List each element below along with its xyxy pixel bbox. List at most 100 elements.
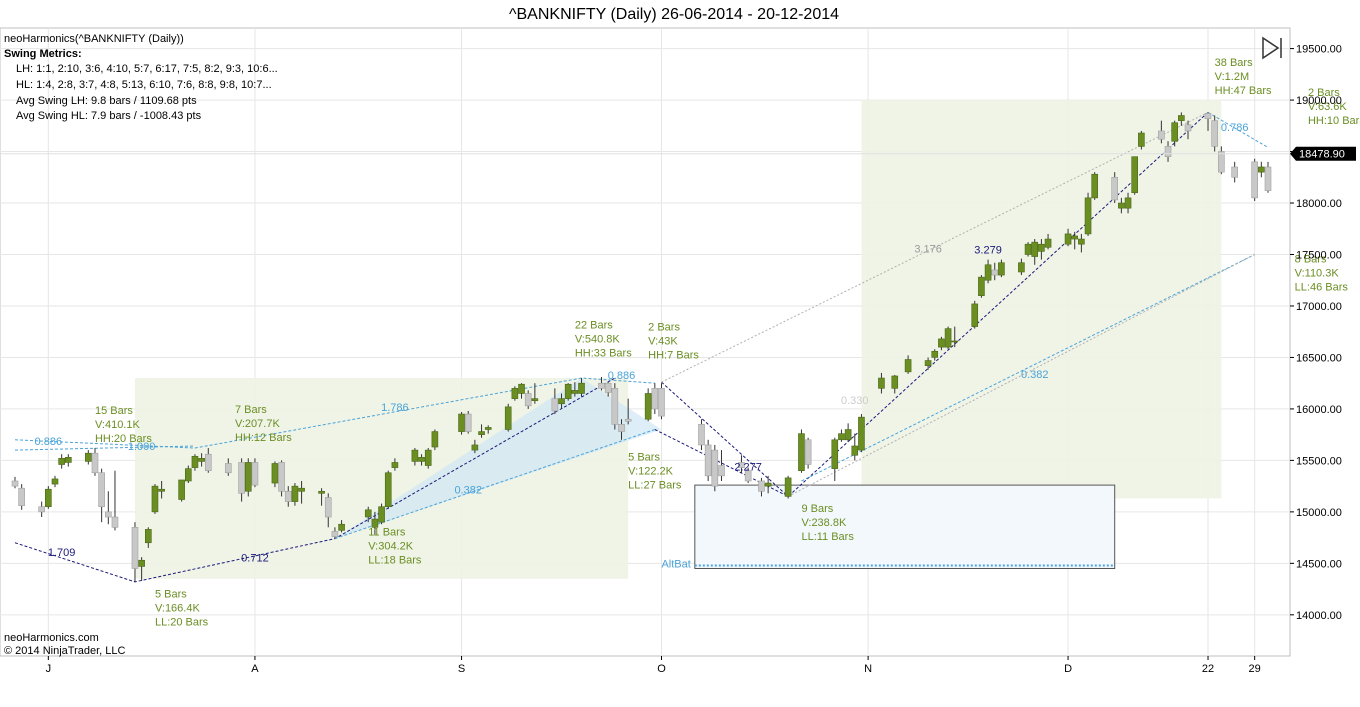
candle-body [978, 276, 985, 296]
swing-annotation-line: LL:20 Bars [155, 616, 209, 628]
altbat-box [694, 484, 1116, 569]
y-tick-label: 17500.00 [1296, 249, 1342, 261]
info-panel: neoHarmonics(^BANKNIFTY (Daily)) Swing M… [4, 33, 278, 122]
footer-site: neoHarmonics.com [4, 632, 99, 644]
info-header: neoHarmonics(^BANKNIFTY (Daily)) [4, 33, 184, 45]
candle-body [1071, 235, 1079, 240]
candle-body [971, 303, 979, 327]
swing-line-main [661, 381, 789, 497]
play-end-icon[interactable] [1262, 36, 1282, 60]
candle-body [618, 424, 625, 432]
candle-body [484, 427, 492, 430]
info-line-hl: HL: 1:4, 2:8, 3:7, 4:8, 5:13, 6:10, 7:6,… [16, 79, 272, 91]
candle-body [1258, 166, 1265, 173]
candle-body [651, 388, 659, 410]
candle-body [291, 485, 299, 502]
candle-body [878, 377, 885, 389]
swing-annotation-line: V:110.3K [1295, 268, 1340, 280]
x-tick-label: N [864, 663, 872, 675]
candle-body [178, 479, 185, 500]
swing-annotation-line: HH:12 Bars [235, 432, 292, 444]
candle-body [744, 470, 752, 482]
swing-annotation-line: V:122.2K [628, 465, 674, 477]
pattern-fill-triangle [334, 378, 662, 539]
candle-body [1158, 130, 1165, 140]
candle-body [551, 398, 559, 412]
candle-body [105, 511, 112, 518]
candle-body [378, 506, 385, 523]
swing-line-grey [787, 254, 1255, 497]
candle-body [478, 431, 485, 435]
swing-annotation-line: LL:27 Bars [628, 479, 682, 491]
candle-body [831, 439, 839, 469]
swing-line-grey [661, 111, 1209, 383]
candle-body [298, 487, 305, 492]
ratio-label: 0.382 [1021, 369, 1049, 381]
swing-line-blue [1207, 111, 1269, 148]
ratio-label: 0.886 [608, 370, 636, 382]
candle-body [1124, 197, 1132, 209]
swing-annotation-line: 22 Bars [575, 320, 613, 332]
candle-body [998, 262, 1005, 276]
swing-lines [14, 111, 1269, 583]
swing-annotation-line: 2 Bars [1308, 87, 1340, 99]
candle-body [858, 416, 865, 451]
candle-body [1211, 120, 1218, 147]
swing-annotation-line: 8 Bars [1295, 254, 1327, 266]
swing-annotation-line: LL:46 Bars [1295, 282, 1349, 294]
candle-body [1018, 262, 1025, 273]
swing-annotation-line: HH:33 Bars [575, 348, 632, 360]
y-tick-label: 19500.00 [1296, 44, 1342, 56]
candle-body [624, 418, 632, 422]
candle-body [991, 269, 999, 276]
x-tick-label: 29 [1249, 663, 1261, 675]
candle-body [198, 458, 205, 462]
y-tick-label: 16000.00 [1296, 404, 1342, 416]
swing-annotation-line: V:410.1K [95, 419, 141, 431]
candle-body [944, 328, 952, 348]
swing-annotation-line: LL:18 Bars [368, 555, 422, 567]
candle-body [338, 523, 345, 531]
swing-line-blue [334, 429, 655, 540]
swing-annotation-line: 5 Bars [155, 588, 187, 600]
candle-body [804, 439, 812, 465]
swing-annotation-line: V:43K [648, 336, 678, 348]
candle-body [384, 472, 392, 508]
candle-body [138, 559, 145, 567]
candles [11, 112, 1272, 582]
candle-body [391, 462, 399, 468]
candle-body [524, 393, 532, 407]
y-tick-label: 14000.00 [1296, 610, 1342, 622]
pattern-fill [334, 378, 662, 539]
ratio-label: 0.786 [1221, 122, 1249, 134]
swing-annotation-line: 5 Bars [628, 451, 660, 463]
x-tick-label: O [657, 663, 666, 675]
axes: 14000.00 14500.00 15000.00 15500.00 16000.00… [0, 44, 1356, 675]
candle-body [184, 468, 192, 482]
candle-body [11, 480, 19, 487]
candle-body [504, 406, 512, 430]
candle-body [711, 449, 719, 487]
x-tick-label: D [1064, 663, 1072, 675]
candle-body [251, 462, 259, 486]
x-tick-label: S [458, 663, 465, 675]
ratio-label: 0.382 [454, 484, 482, 496]
x-tick-label: A [251, 663, 259, 675]
candle-body [1164, 146, 1172, 157]
candle-body [431, 431, 439, 448]
swing-annotation-line: V:304.2K [368, 541, 414, 553]
candle-body [704, 444, 712, 477]
candle-body [984, 264, 992, 281]
candle-body [111, 516, 119, 528]
candle-body [158, 488, 165, 492]
candle-body [698, 424, 705, 446]
candle-body [571, 390, 579, 394]
candle-body [284, 490, 292, 502]
candle-body [511, 388, 519, 399]
candle-body [1171, 122, 1178, 142]
candle-body [131, 527, 139, 569]
ratio-label: 0.712 [241, 552, 269, 564]
candle-body [1178, 115, 1185, 121]
ratio-label: 3.279 [974, 244, 1002, 256]
swing-annotation-line: 11 Bars [368, 527, 406, 539]
